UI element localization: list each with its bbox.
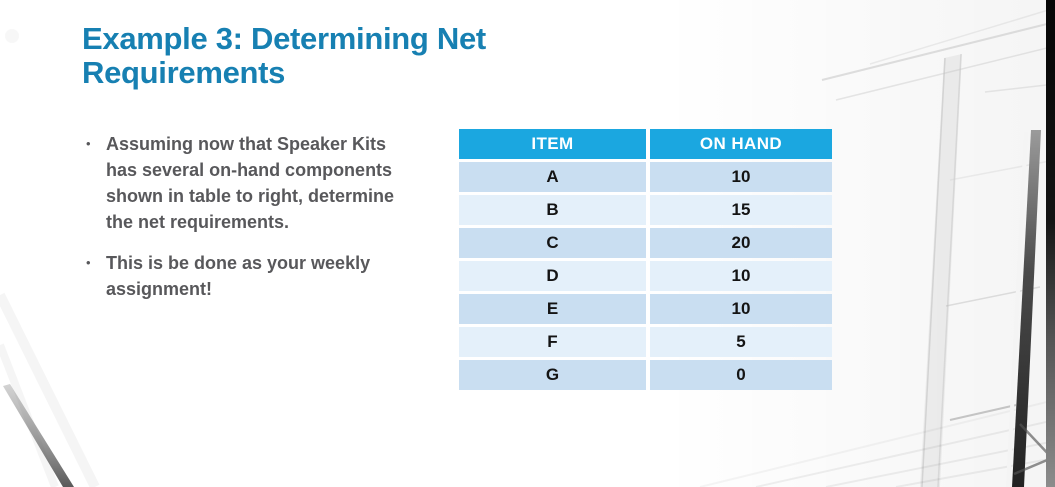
table-header-on-hand: ON HAND [650, 129, 832, 159]
slide-title: Example 3: Determining Net Requirements [82, 21, 486, 90]
table-cell-item: G [459, 360, 646, 390]
bullet-list: • Assuming now that Speaker Kits has sev… [86, 131, 418, 302]
table-cell-on-hand: 10 [650, 261, 832, 291]
table-cell-on-hand: 10 [650, 162, 832, 192]
table-cell-on-hand: 20 [650, 228, 832, 258]
table-cell-item: B [459, 195, 646, 225]
table-cell-item: D [459, 261, 646, 291]
bullet-item: • This is be done as your weekly assignm… [86, 250, 418, 302]
table-cell-item: A [459, 162, 646, 192]
table-cell-on-hand: 0 [650, 360, 832, 390]
table-cell-item: C [459, 228, 646, 258]
bullet-dot-icon: • [86, 136, 91, 151]
table-cell-on-hand: 10 [650, 294, 832, 324]
bullet-text: This is be done as your weekly assignmen… [106, 253, 371, 299]
table-cell-item: E [459, 294, 646, 324]
bullet-dot-icon: • [86, 255, 91, 270]
table-cell-item: F [459, 327, 646, 357]
bullet-text: Assuming now that Speaker Kits has sever… [106, 134, 395, 232]
bullet-item: • Assuming now that Speaker Kits has sev… [86, 131, 418, 235]
table-cell-on-hand: 15 [650, 195, 832, 225]
table-cell-on-hand: 5 [650, 327, 832, 357]
table-header-item: ITEM [459, 129, 646, 159]
on-hand-table: ITEM ON HAND A 10 B 15 C 20 D 10 E 10 F … [459, 129, 832, 390]
